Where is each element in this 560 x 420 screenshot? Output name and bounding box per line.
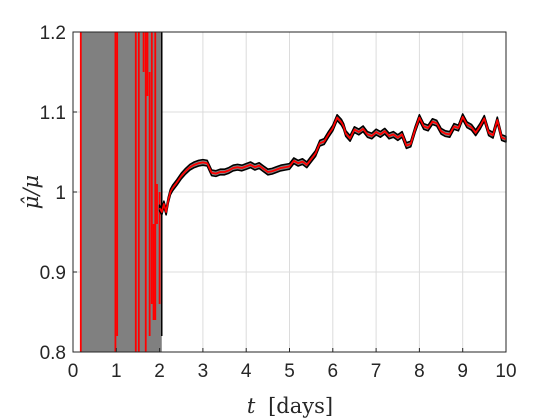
- x-tick-labels: 0 1 2 3 4 5 6 7 8 9 10: [68, 361, 517, 382]
- x-tick-label: 5: [284, 361, 295, 382]
- estimate-line: [158, 115, 507, 213]
- axis-ticks: [72, 31, 507, 353]
- y-tick-label: 0.8: [40, 343, 66, 364]
- y-tick-labels: 0.8 0.9 1 1.1 1.2: [40, 23, 66, 364]
- x-tick-label: 1: [111, 361, 122, 382]
- x-tick-label: 4: [241, 361, 252, 382]
- x-tick-label: 6: [328, 361, 339, 382]
- x-tick-label: 0: [68, 361, 79, 382]
- y-tick-label: 0.9: [40, 263, 66, 284]
- x-tick-label: 7: [371, 361, 382, 382]
- y-tick-label: 1.2: [40, 23, 66, 44]
- x-tick-label: 3: [198, 361, 209, 382]
- x-axis-title: t [days]: [247, 394, 333, 418]
- x-tick-label: 8: [414, 361, 425, 382]
- x-tick-label: 10: [495, 361, 516, 382]
- x-axis-unit: [days]: [268, 394, 333, 418]
- x-tick-label: 2: [154, 361, 165, 382]
- y-tick-label: 1: [55, 183, 66, 204]
- x-tick-label: 9: [457, 361, 468, 382]
- y-tick-label: 1.1: [40, 103, 66, 124]
- x-axis-variable: t: [247, 394, 256, 418]
- y-axis-title: μ̂/μ: [19, 175, 43, 209]
- unstable-region-group: [79, 32, 163, 352]
